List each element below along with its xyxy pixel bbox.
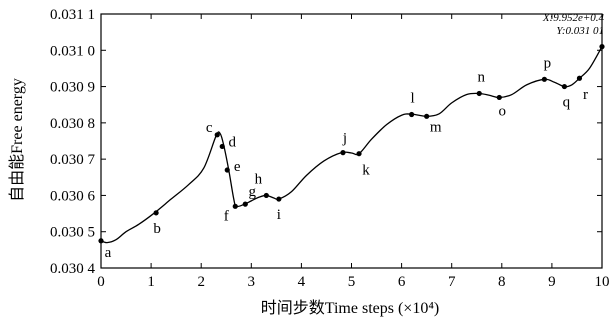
- point-f: [232, 203, 238, 209]
- point-label-f: f: [224, 208, 229, 224]
- point-label-e: e: [234, 159, 241, 175]
- x-tick-label: 5: [348, 274, 356, 290]
- point-c: [214, 132, 220, 138]
- labels-layer: a b cde f gh i jk lm n o p q r: [105, 55, 588, 260]
- point-label-j: j: [342, 131, 347, 147]
- point-label-b: b: [153, 221, 161, 237]
- point-m: [424, 113, 430, 119]
- point-label-r: r: [583, 87, 588, 103]
- point-label-h: h: [255, 171, 263, 187]
- point-d: [219, 143, 225, 150]
- x-tick-label: 7: [448, 274, 456, 290]
- point-label-a: a: [105, 245, 112, 261]
- point-label-q: q: [563, 95, 571, 111]
- x-tick-label: 1: [147, 274, 155, 290]
- point-b: [153, 210, 159, 216]
- point-j: [340, 150, 346, 156]
- point-label-c: c: [206, 120, 213, 136]
- point-label-n: n: [478, 69, 486, 85]
- x-tick-label: 9: [548, 274, 556, 290]
- datatip-y-text: Y:0.031 01: [556, 25, 604, 37]
- y-tick-label: 0.030 5: [50, 225, 95, 241]
- y-tick-label: 0.031 0: [50, 43, 95, 59]
- point-label-d: d: [228, 134, 236, 150]
- datatip: X:9.952e+0.4 Y:0.031 01: [542, 12, 605, 50]
- free-energy-curve: [100, 46, 603, 244]
- point-n: [476, 90, 482, 97]
- point-i: [276, 196, 282, 202]
- x-tick-label: 4: [298, 274, 306, 290]
- point-e: [224, 167, 230, 173]
- datatip-x-text: X:9.952e+0.4: [542, 12, 605, 24]
- point-label-k: k: [362, 163, 370, 179]
- y-tick-label: 0.030 6: [50, 188, 96, 204]
- x-tick-label: 0: [97, 274, 105, 290]
- x-tick-label: 6: [398, 274, 406, 290]
- y-tick-label: 0.030 8: [50, 116, 95, 132]
- point-q: [561, 83, 568, 90]
- y-tick-label: 0.030 9: [50, 80, 95, 96]
- point-label-m: m: [430, 119, 442, 135]
- point-label-i: i: [277, 207, 281, 223]
- point-label-o: o: [499, 103, 507, 119]
- x-tick-label: 8: [498, 274, 506, 290]
- x-tick-label: 3: [248, 274, 256, 290]
- curve-layer: [100, 46, 603, 244]
- point-l: [409, 111, 415, 118]
- plot-frame: [100, 13, 603, 269]
- point-o: [496, 94, 502, 101]
- datatip-marker: [599, 44, 605, 50]
- point-p: [541, 76, 547, 82]
- y-tick-label: 0.030 7: [50, 152, 96, 168]
- point-k: [356, 151, 362, 157]
- y-tick-label: 0.030 4: [50, 261, 96, 277]
- x-tick-label: 2: [197, 274, 205, 290]
- y-tick-label: 0.031 1: [50, 7, 95, 23]
- point-g: [242, 201, 248, 207]
- point-r: [576, 75, 583, 81]
- point-label-g: g: [249, 184, 257, 200]
- point-label-l: l: [411, 91, 415, 107]
- x-tick-label: 10: [595, 274, 610, 290]
- point-label-p: p: [544, 55, 552, 71]
- point-h: [263, 192, 269, 199]
- point-a: [98, 238, 104, 244]
- y-axis-title: 自由能Free energy: [8, 78, 26, 202]
- axes-layer: 0 1 2 3 4 5 6 7 8 9 10 0.030 4 0.030 5 0.030 6 0.030 7…: [50, 7, 610, 290]
- x-axis-title: 时间步数Time steps (×10⁴): [261, 299, 439, 317]
- points-layer: [98, 75, 583, 244]
